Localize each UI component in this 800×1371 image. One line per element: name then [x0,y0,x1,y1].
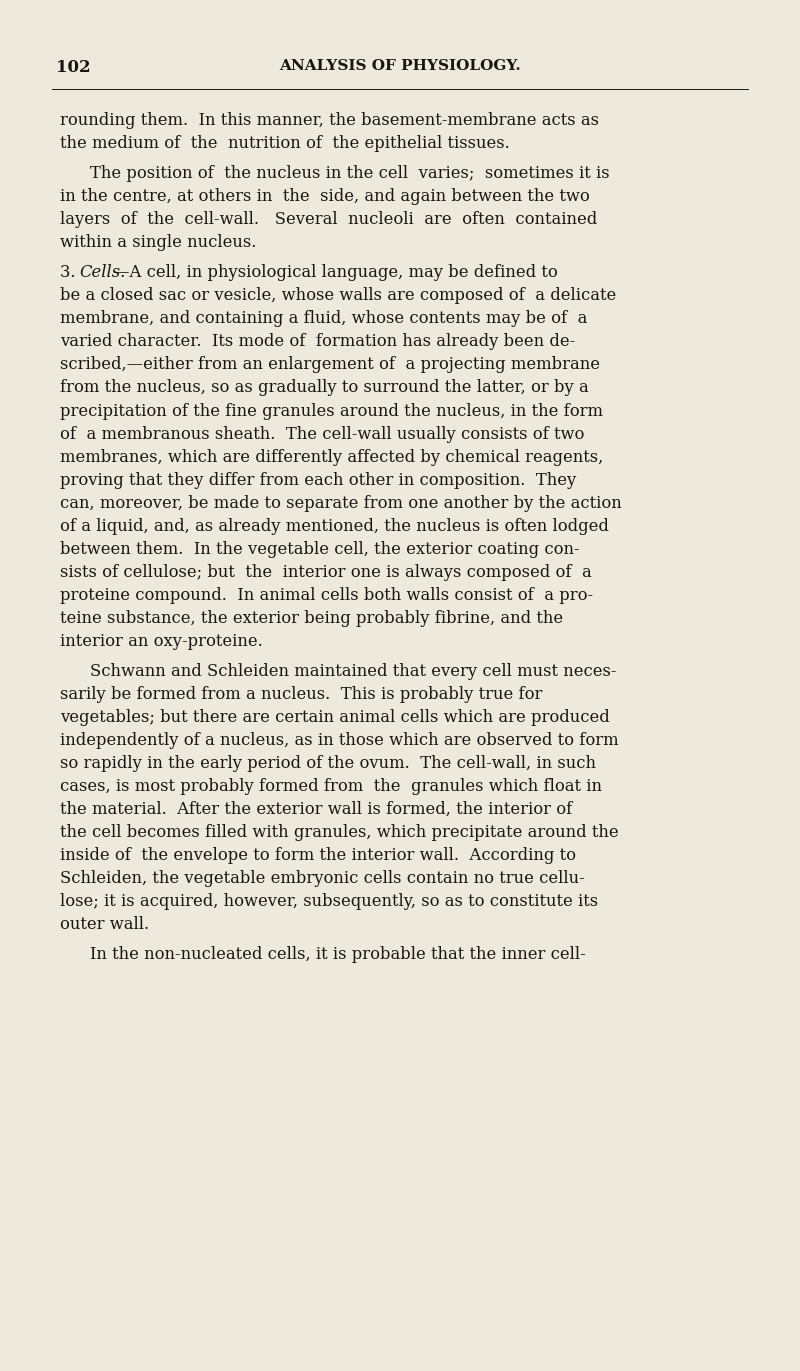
Text: the cell becomes filled with granules, which precipitate around the: the cell becomes filled with granules, w… [60,824,618,840]
Text: 102: 102 [56,59,90,75]
Text: Cells.: Cells. [79,265,126,281]
Text: vegetables; but there are certain animal cells which are produced: vegetables; but there are certain animal… [60,709,610,725]
Text: membrane, and containing a fluid, whose contents may be of  a: membrane, and containing a fluid, whose … [60,310,587,328]
Text: varied character.  Its mode of  formation has already been de-: varied character. Its mode of formation … [60,333,575,351]
Text: sists of cellulose; but  the  interior one is always composed of  a: sists of cellulose; but the interior one… [60,563,592,581]
Text: the medium of  the  nutrition of  the epithelial tissues.: the medium of the nutrition of the epith… [60,136,510,152]
Text: of a liquid, and, as already mentioned, the nucleus is often lodged: of a liquid, and, as already mentioned, … [60,518,609,535]
Text: outer wall.: outer wall. [60,916,149,934]
Text: in the centre, at others in  the  side, and again between the two: in the centre, at others in the side, an… [60,188,590,206]
Text: lose; it is acquired, however, subsequently, so as to constitute its: lose; it is acquired, however, subsequen… [60,893,598,910]
Text: interior an oxy-proteine.: interior an oxy-proteine. [60,633,262,650]
Text: The position of  the nucleus in the cell  varies;  sometimes it is: The position of the nucleus in the cell … [90,166,610,182]
Text: within a single nucleus.: within a single nucleus. [60,234,256,251]
Text: membranes, which are differently affected by chemical reagents,: membranes, which are differently affecte… [60,448,603,466]
Text: can, moreover, be made to separate from one another by the action: can, moreover, be made to separate from … [60,495,622,511]
Text: —A cell, in physiological language, may be defined to: —A cell, in physiological language, may … [114,265,558,281]
Text: precipitation of the fine granules around the nucleus, in the form: precipitation of the fine granules aroun… [60,403,603,420]
Text: inside of  the envelope to form the interior wall.  According to: inside of the envelope to form the inter… [60,847,576,864]
Text: be a closed sac or vesicle, whose walls are composed of  a delicate: be a closed sac or vesicle, whose walls … [60,288,616,304]
Text: In the non-nucleated cells, it is probable that the inner cell-: In the non-nucleated cells, it is probab… [90,946,586,962]
Text: between them.  In the vegetable cell, the exterior coating con-: between them. In the vegetable cell, the… [60,540,580,558]
Text: proving that they differ from each other in composition.  They: proving that they differ from each other… [60,472,576,488]
Text: the material.  After the exterior wall is formed, the interior of: the material. After the exterior wall is… [60,801,572,818]
Text: Schwann and Schleiden maintained that every cell must neces-: Schwann and Schleiden maintained that ev… [90,662,617,680]
Text: ANALYSIS OF PHYSIOLOGY.: ANALYSIS OF PHYSIOLOGY. [279,59,521,73]
Text: 3.: 3. [60,265,81,281]
Text: so rapidly in the early period of the ovum.  The cell-wall, in such: so rapidly in the early period of the ov… [60,755,596,772]
Text: scribed,—either from an enlargement of  a projecting membrane: scribed,—either from an enlargement of a… [60,356,600,373]
Text: proteine compound.  In animal cells both walls consist of  a pro-: proteine compound. In animal cells both … [60,587,593,603]
Text: rounding them.  In this manner, the basement-membrane acts as: rounding them. In this manner, the basem… [60,112,599,129]
Text: from the nucleus, so as gradually to surround the latter, or by a: from the nucleus, so as gradually to sur… [60,380,589,396]
Text: Schleiden, the vegetable embryonic cells contain no true cellu-: Schleiden, the vegetable embryonic cells… [60,871,585,887]
Text: layers  of  the  cell-wall.   Several  nucleoli  are  often  contained: layers of the cell-wall. Several nucleol… [60,211,598,229]
Text: sarily be formed from a nucleus.  This is probably true for: sarily be formed from a nucleus. This is… [60,686,542,703]
Text: independently of a nucleus, as in those which are observed to form: independently of a nucleus, as in those … [60,732,618,749]
Text: of  a membranous sheath.  The cell-wall usually consists of two: of a membranous sheath. The cell-wall us… [60,425,584,443]
Text: teine substance, the exterior being probably fibrine, and the: teine substance, the exterior being prob… [60,610,563,627]
Text: cases, is most probably formed from  the  granules which float in: cases, is most probably formed from the … [60,777,602,795]
